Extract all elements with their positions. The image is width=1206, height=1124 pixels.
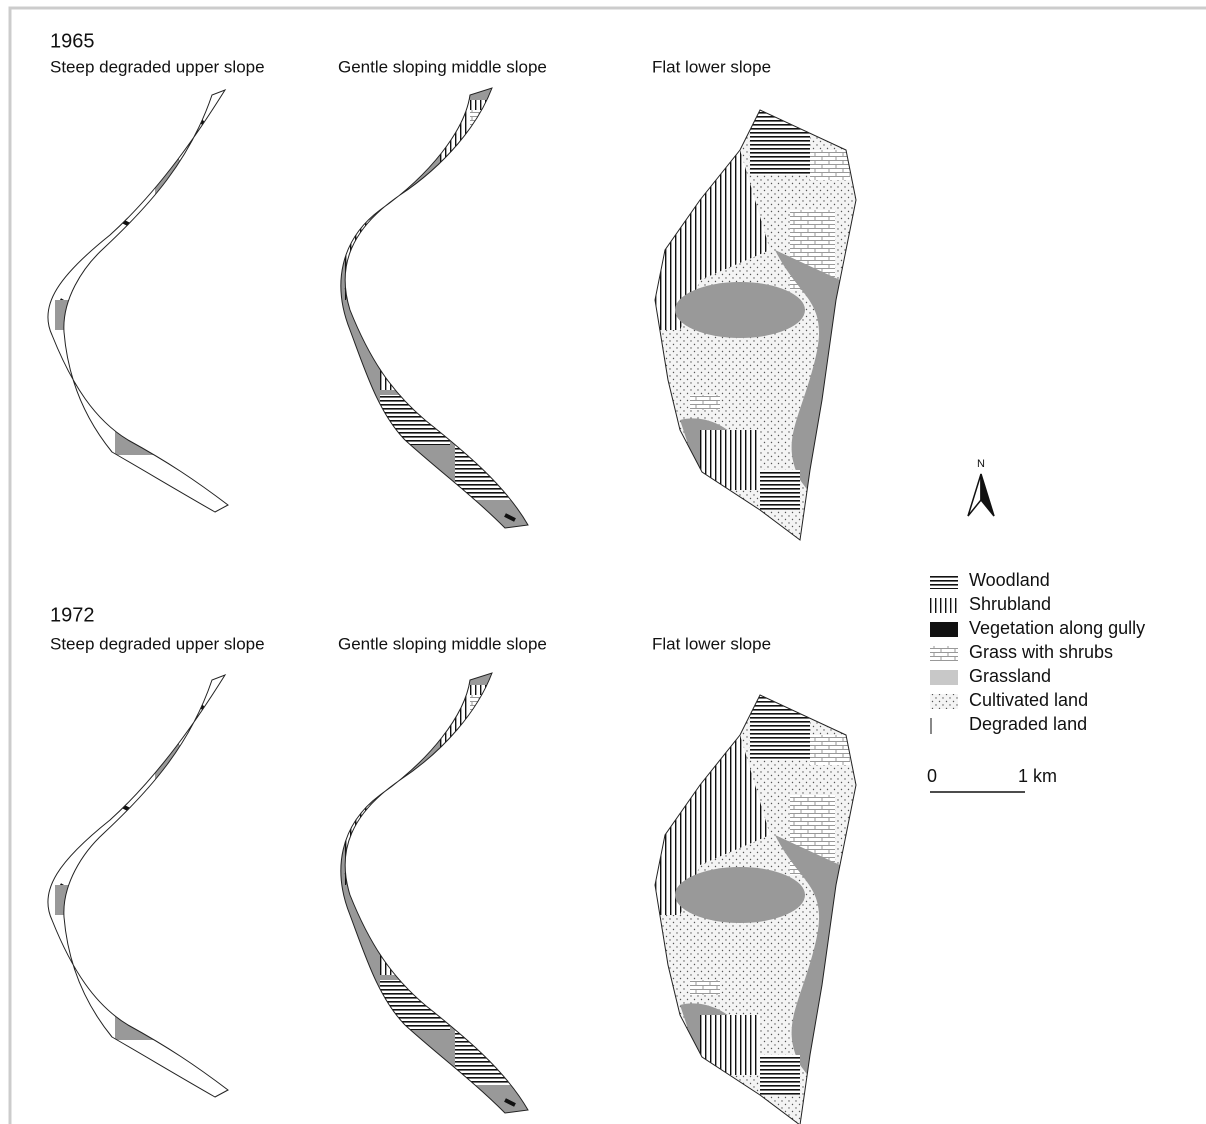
north-arrow: N: [967, 458, 995, 517]
year: 1972: [50, 604, 95, 626]
panel-title: Gentle sloping middle slope: [338, 634, 547, 653]
panel-title: Steep degraded upper slope: [50, 57, 265, 76]
legend-label: Degraded land: [969, 714, 1087, 734]
legend-swatch: [930, 574, 958, 589]
frame: [8, 6, 1206, 1124]
maps-1972: [30, 665, 870, 1124]
legend-label: Cultivated land: [969, 690, 1088, 710]
panel-title: Steep degraded upper slope: [50, 634, 265, 653]
legend-swatch: [930, 670, 958, 685]
legend-label: Woodland: [969, 570, 1050, 590]
panel-title: Flat lower slope: [652, 634, 771, 653]
scale-end: 1 km: [1018, 766, 1057, 786]
legend-swatch: [930, 694, 958, 709]
north-label: N: [977, 458, 985, 470]
panel-title: Gentle sloping middle slope: [338, 57, 547, 76]
legend-label: Grass with shrubs: [969, 642, 1113, 662]
legend-swatch: [930, 598, 958, 613]
legend-swatch: [930, 646, 958, 661]
legend: Woodland Shrubland Vegetation along gull…: [930, 570, 1145, 734]
legend-swatch: [930, 622, 958, 637]
scale-bar: 0 1 km: [927, 766, 1057, 793]
legend-label: Grassland: [969, 666, 1051, 686]
scale-start: 0: [927, 766, 937, 786]
year: 1965: [50, 30, 95, 52]
legend-label: Vegetation along gully: [969, 618, 1145, 638]
maps-1965: [30, 80, 870, 550]
panel-title: Flat lower slope: [652, 57, 771, 76]
legend-label: Shrubland: [969, 594, 1051, 614]
